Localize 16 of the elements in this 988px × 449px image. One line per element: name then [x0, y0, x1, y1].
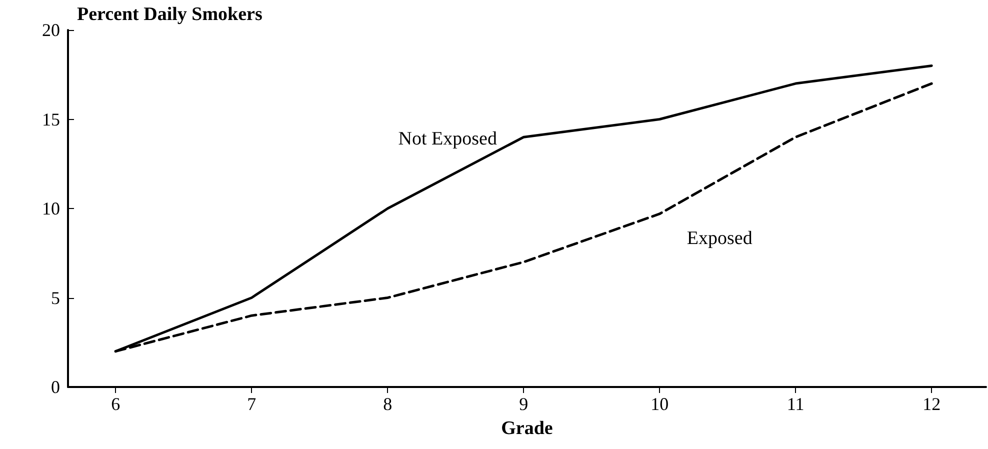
x-axis-title: Grade — [501, 418, 553, 439]
x-tick-label: 10 — [650, 394, 669, 414]
y-tick-label: 10 — [42, 198, 60, 218]
x-tick-label: 8 — [383, 394, 392, 414]
y-tick-label: 15 — [42, 109, 60, 130]
x-tick-label: 6 — [111, 394, 120, 414]
y-tick-label: 0 — [51, 377, 60, 397]
x-tick-label: 11 — [786, 394, 804, 414]
y-tick-label: 20 — [42, 20, 60, 40]
y-axis-title: Percent Daily Smokers — [77, 4, 262, 25]
x-tick-label: 12 — [922, 394, 941, 414]
series-label: Not Exposed — [398, 128, 498, 150]
x-tick-label: 7 — [247, 394, 256, 414]
x-tick-label: 9 — [519, 394, 528, 414]
series-label: Exposed — [686, 228, 753, 249]
y-tick-label: 5 — [51, 288, 60, 308]
